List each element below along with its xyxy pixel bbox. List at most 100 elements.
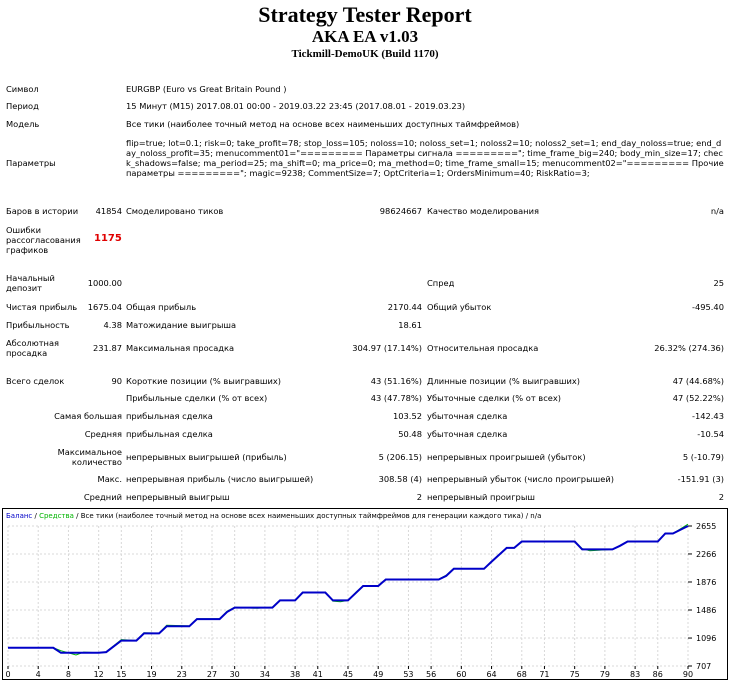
chart-frame bbox=[2, 508, 728, 680]
errors-label-1: Ошибки bbox=[6, 225, 42, 235]
rel-dd-label: Относительная просадка bbox=[427, 343, 539, 353]
gross-profit-label: Общая прибыль bbox=[126, 302, 197, 312]
x-tick-label: 68 bbox=[517, 670, 527, 679]
x-tick-label: 19 bbox=[146, 670, 156, 679]
maxc-loss-label: непрерывный убыток (число проигрышей) bbox=[427, 474, 614, 484]
max-losses-label: непрерывных проигрышей (убыток) bbox=[427, 452, 586, 462]
loss-trades-value: 47 (52.22%) bbox=[672, 393, 724, 403]
max-label-2: количество bbox=[71, 457, 122, 467]
avgc-win-value: 2 bbox=[416, 492, 422, 502]
x-tick-label: 23 bbox=[177, 670, 187, 679]
avg-profit-label: прибыльная сделка bbox=[126, 429, 213, 439]
largest-loss-label: убыточная сделка bbox=[427, 411, 508, 421]
chart-title-balance: Баланс bbox=[6, 512, 32, 520]
max-dd-label: Максимальная просадка bbox=[126, 343, 235, 353]
symbol-value: EURGBP (Euro vs Great Britain Pound ) bbox=[126, 84, 287, 94]
max-label-1: Максимальное bbox=[57, 447, 122, 457]
largest-profit-label: прибыльная сделка bbox=[126, 411, 213, 421]
total-label: Всего сделок bbox=[6, 376, 65, 386]
abs-dd-label-2: просадка bbox=[6, 348, 48, 358]
x-tick-label: 34 bbox=[260, 670, 270, 679]
x-tick-label: 64 bbox=[486, 670, 496, 679]
avgc-label: Средний bbox=[83, 492, 122, 502]
quality-value: n/a bbox=[710, 206, 724, 216]
pf-label: Прибыльность bbox=[6, 320, 70, 330]
x-tick-label: 30 bbox=[230, 670, 240, 679]
chart-grid bbox=[7, 525, 689, 667]
short-value: 43 (51.16%) bbox=[370, 376, 422, 386]
abs-dd-label-1: Абсолютная bbox=[6, 338, 60, 348]
avgc-win-label: непрерывный выигрыш bbox=[126, 492, 230, 502]
x-tick-label: 83 bbox=[630, 670, 640, 679]
max-losses-value: 5 (-10.79) bbox=[682, 452, 724, 462]
chart-title-rest: / Все тики (наиболее точный метод на осн… bbox=[74, 512, 541, 520]
avg-profit-value: 50.48 bbox=[398, 429, 422, 439]
ticks-value: 98624667 bbox=[379, 206, 422, 216]
model-value: Все тики (наиболее точный метод на основ… bbox=[126, 119, 520, 129]
x-tick-label: 71 bbox=[539, 670, 549, 679]
deposit-label-1: Начальный bbox=[6, 273, 55, 283]
max-wins-value: 5 (206.15) bbox=[378, 452, 422, 462]
x-tick-label: 8 bbox=[66, 670, 71, 679]
balance-chart: Баланс / Средства / Все тики (наиболее т… bbox=[2, 508, 728, 680]
x-tick-label: 75 bbox=[570, 670, 580, 679]
ea-name: AKA EA v1.03 bbox=[311, 27, 419, 46]
params-label: Параметры bbox=[6, 158, 56, 168]
profit-trades-value: 43 (47.78%) bbox=[370, 393, 422, 403]
avg-loss-value: -10.54 bbox=[697, 429, 724, 439]
gross-loss-label: Общий убыток bbox=[427, 302, 492, 312]
x-tick-label: 86 bbox=[653, 670, 663, 679]
maxc-profit-label: непрерывная прибыль (число выигрышей) bbox=[126, 474, 314, 484]
max-wins-label: непрерывных выигрышей (прибыль) bbox=[126, 452, 287, 462]
x-tick-label: 56 bbox=[426, 670, 436, 679]
loss-trades-label: Убыточные сделки (% от всех) bbox=[427, 393, 562, 403]
x-tick-label: 27 bbox=[207, 670, 217, 679]
avg-loss-label: убыточная сделка bbox=[427, 429, 508, 439]
deposit-value: 1000.00 bbox=[87, 278, 122, 288]
short-label: Короткие позиции (% выигравших) bbox=[126, 376, 281, 386]
y-tick-label: 1876 bbox=[696, 578, 716, 587]
x-tick-label: 49 bbox=[373, 670, 383, 679]
profit-trades-label: Прибыльные сделки (% от всех) bbox=[126, 393, 268, 403]
period-label: Период bbox=[6, 101, 39, 111]
payoff-value: 18.61 bbox=[398, 320, 422, 330]
largest-label: Самая большая bbox=[54, 411, 122, 421]
x-tick-label: 79 bbox=[600, 670, 610, 679]
largest-profit-value: 103.52 bbox=[392, 411, 422, 421]
total-value: 90 bbox=[111, 376, 122, 386]
x-tick-label: 12 bbox=[94, 670, 104, 679]
balance-series-line bbox=[8, 525, 689, 654]
spread-label: Спред bbox=[427, 278, 455, 288]
ticks-label: Смоделировано тиков bbox=[126, 206, 224, 216]
abs-dd-value: 231.87 bbox=[92, 343, 122, 353]
maxc-loss-value: -151.91 (3) bbox=[677, 474, 724, 484]
bars-label: Баров в истории bbox=[6, 206, 79, 216]
max-dd-value: 304.97 (17.14%) bbox=[352, 343, 422, 353]
rel-dd-value: 26.32% (274.36) bbox=[654, 343, 724, 353]
x-tick-label: 0 bbox=[5, 670, 10, 679]
server-name: Tickmill-DemoUK (Build 1170) bbox=[291, 48, 439, 60]
x-tick-label: 38 bbox=[290, 670, 300, 679]
errors-label-2: рассогласования bbox=[6, 235, 81, 245]
report-title: Strategy Tester Report bbox=[258, 2, 472, 27]
x-tick-label: 4 bbox=[36, 670, 41, 679]
x-tick-label: 60 bbox=[456, 670, 466, 679]
gross-profit-value: 2170.44 bbox=[387, 302, 422, 312]
x-tick-label: 53 bbox=[403, 670, 413, 679]
x-tick-label: 45 bbox=[343, 670, 353, 679]
long-value: 47 (44.68%) bbox=[672, 376, 724, 386]
x-tick-label: 41 bbox=[313, 670, 323, 679]
chart-title: Баланс / Средства / Все тики (наиболее т… bbox=[6, 512, 541, 520]
long-label: Длинные позиции (% выигравших) bbox=[427, 376, 581, 386]
net-label: Чистая прибыль bbox=[6, 302, 78, 312]
avgc-loss-value: 2 bbox=[718, 492, 724, 502]
largest-loss-value: -142.43 bbox=[691, 411, 724, 421]
quality-label: Качество моделирования bbox=[427, 206, 539, 216]
avgc-loss-label: непрерывный проигрыш bbox=[427, 492, 535, 502]
deposit-label-2: депозит bbox=[6, 283, 42, 293]
net-value: 1675.04 bbox=[87, 302, 122, 312]
model-label: Модель bbox=[6, 119, 40, 129]
x-tick-label: 15 bbox=[116, 670, 126, 679]
avg-label: Средняя bbox=[84, 429, 122, 439]
y-tick-label: 2655 bbox=[696, 522, 716, 531]
